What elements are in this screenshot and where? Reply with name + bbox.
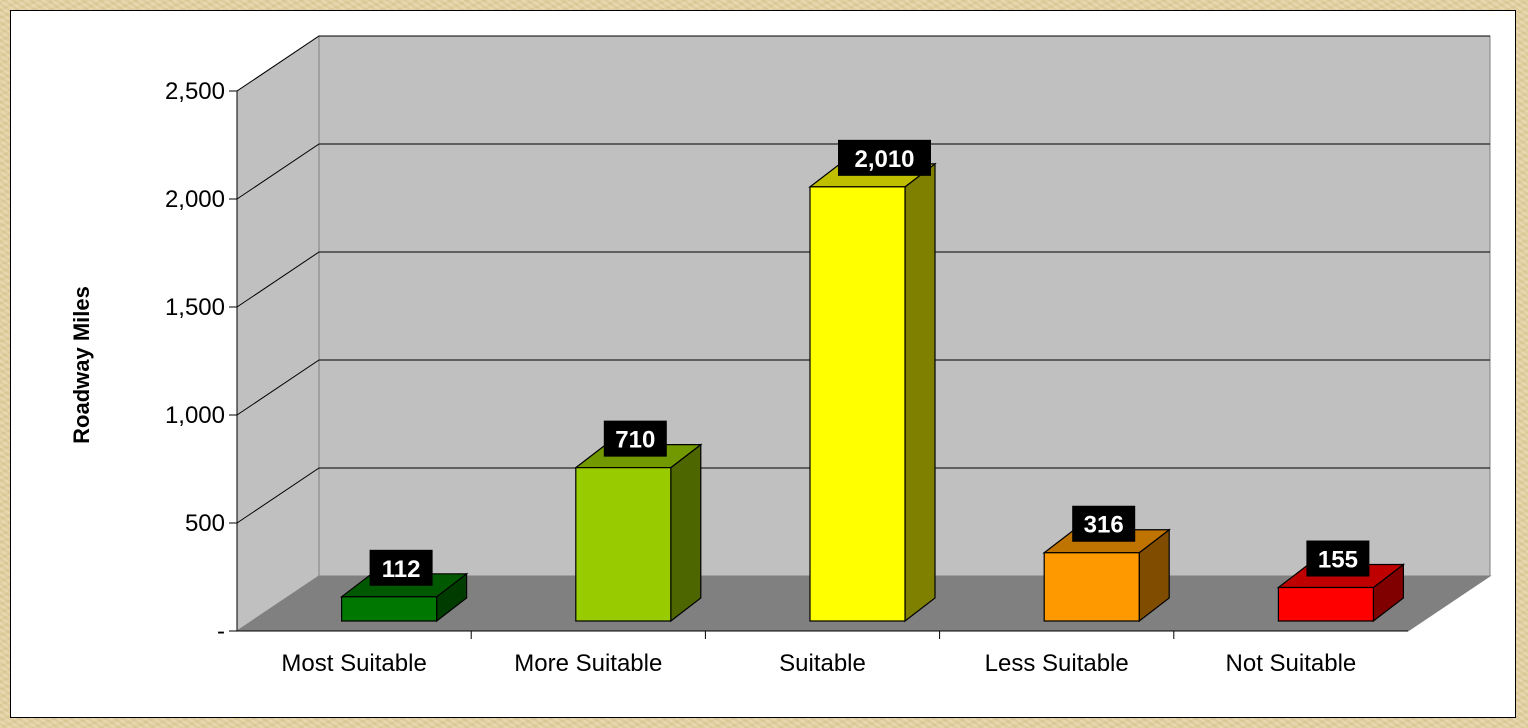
gridline	[236, 359, 1490, 416]
gridline	[236, 35, 1490, 92]
bar	[575, 467, 672, 622]
y-tick-label: 1,000	[165, 402, 225, 429]
bar-chart: - 500 1,000 1,500 2,000 2,500 Most Suitable Mor…	[69, 35, 1492, 677]
data-label-box	[603, 420, 667, 457]
data-label-box	[1306, 540, 1370, 577]
bar	[1277, 586, 1375, 622]
data-label: 112	[382, 556, 421, 583]
y-tick-label: 2,000	[165, 186, 225, 213]
y-tick-label: 500	[185, 510, 225, 537]
data-label: 155	[1318, 547, 1358, 574]
bar	[341, 596, 438, 622]
side-wall	[236, 35, 320, 632]
data-label: 2,010	[854, 146, 914, 173]
bar	[1043, 552, 1140, 622]
data-label: 710	[615, 427, 655, 454]
bar	[809, 186, 906, 622]
bars	[339, 162, 1406, 623]
x-category-label: Suitable	[779, 650, 866, 677]
x-category-label: Most Suitable	[281, 650, 426, 677]
gridline	[236, 143, 1490, 200]
chart-panel: - 500 1,000 1,500 2,000 2,500 Most Suitable Mor…	[10, 10, 1516, 718]
bar-side	[670, 443, 702, 623]
y-tick-label: 1,500	[165, 294, 225, 321]
x-category-label: Less Suitable	[985, 650, 1129, 677]
axes: - 500 1,000 1,500 2,000 2,500 Most Suitable Mor…	[165, 78, 1408, 677]
y-tick-label: 2,500	[165, 78, 225, 105]
data-label-box	[838, 139, 931, 176]
data-labels: 112 710 2,010 316 155	[369, 139, 1370, 586]
data-label: 316	[1084, 512, 1124, 539]
y-axis-title: Roadway Miles	[69, 286, 94, 444]
y-tick-label: -	[217, 618, 225, 645]
gridlines	[236, 35, 1490, 524]
bar-side	[904, 162, 936, 623]
gridline	[236, 251, 1490, 308]
data-label-box	[369, 549, 433, 586]
x-category-label: Not Suitable	[1226, 650, 1357, 677]
data-label-box	[1072, 505, 1136, 542]
gridline	[236, 467, 1490, 524]
x-category-label: More Suitable	[514, 650, 662, 677]
